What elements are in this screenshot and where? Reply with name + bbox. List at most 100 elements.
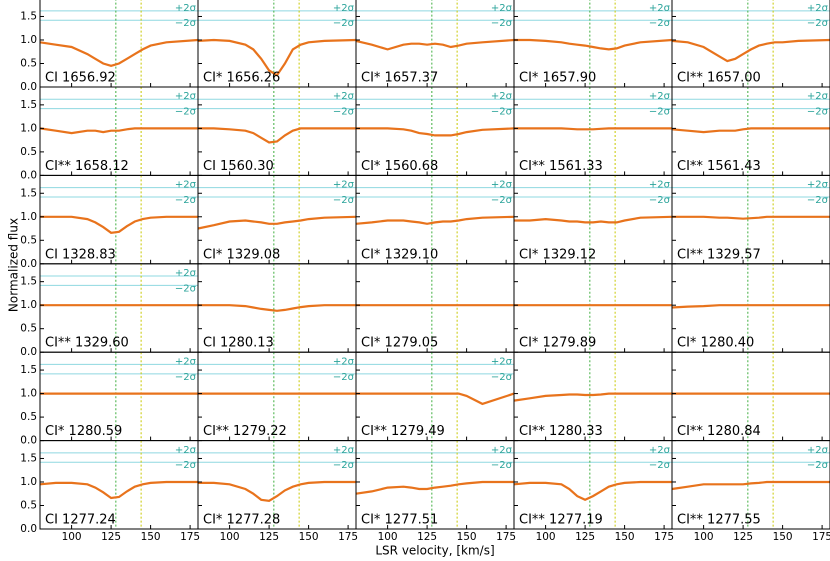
x-tick-label: 150 xyxy=(457,531,477,543)
x-tick-label: 100 xyxy=(694,531,714,543)
panel-label: CI 1656.92 xyxy=(45,71,116,86)
sigma-label: +2σ xyxy=(175,356,197,367)
model-line xyxy=(672,215,830,220)
panel: +2σ −2σ 0.0 0.5 1.0 1.5 CI 1656.92 xyxy=(20,0,199,93)
x-tick-label: 175 xyxy=(496,531,516,543)
panel-label: CI 1277.24 xyxy=(45,513,116,528)
panel: +2σ −2σ CI* 1656.26 xyxy=(197,0,357,88)
sigma-label: −2σ xyxy=(491,107,513,118)
y-tick-label: 0.5 xyxy=(20,323,37,335)
sigma-label: +2σ xyxy=(807,3,829,14)
y-tick-label: 1.0 xyxy=(20,34,37,46)
panel: +2σ −2σ 100 125 150 175 CI* 1277.51 xyxy=(355,440,516,543)
sigma-label: +2σ xyxy=(491,91,513,102)
y-tick-label: 1.0 xyxy=(20,299,37,311)
panel: +2σ −2σ 100 125 150 175 CI** 1277.19 xyxy=(513,440,674,543)
y-tick-label: 1.5 xyxy=(20,187,37,199)
y-tick-label: 1.0 xyxy=(20,476,37,488)
sigma-label: −2σ xyxy=(649,107,671,118)
panel: +2σ −2σ CI** 1657.00 xyxy=(671,0,830,88)
sigma-label: +2σ xyxy=(807,445,829,456)
sigma-label: −2σ xyxy=(175,18,197,29)
panel: +2σ −2σ CI* 1560.68 xyxy=(355,86,515,176)
panel-label: CI* 1277.51 xyxy=(361,513,438,528)
model-line xyxy=(39,480,198,500)
model-line xyxy=(39,38,199,67)
sigma-label: −2σ xyxy=(175,372,197,383)
panel-label: CI* 1280.59 xyxy=(45,424,122,439)
sigma-label: −2σ xyxy=(175,195,197,206)
sigma-label: +2σ xyxy=(649,445,671,456)
sigma-label: +2σ xyxy=(175,3,197,14)
sigma-label: −2σ xyxy=(807,195,829,206)
sigma-label: −2σ xyxy=(175,460,197,471)
panel-label: CI* 1279.89 xyxy=(519,336,596,351)
model-line xyxy=(39,127,198,135)
y-tick-label: 1.5 xyxy=(20,10,37,22)
panel-label: CI* 1560.68 xyxy=(361,159,438,174)
sigma-label: −2σ xyxy=(649,460,671,471)
panel: +2σ −2σ CI* 1329.08 xyxy=(197,174,357,265)
y-tick-label: 0.0 xyxy=(20,258,37,270)
panel-label: CI* 1329.10 xyxy=(361,247,438,262)
model-line xyxy=(198,304,356,312)
panel-label: CI* 1280.40 xyxy=(677,336,754,351)
panel: +2σ −2σ CI** 1279.22 xyxy=(197,351,357,442)
sigma-label: +2σ xyxy=(491,180,513,191)
sigma-label: −2σ xyxy=(491,460,513,471)
sigma-label: −2σ xyxy=(175,283,197,294)
x-tick-label: 100 xyxy=(378,531,398,543)
model-line xyxy=(514,38,673,51)
model-line xyxy=(355,480,514,495)
x-tick-label: 100 xyxy=(62,531,82,543)
sigma-label: +2σ xyxy=(333,445,355,456)
y-tick-label: 1.0 xyxy=(20,122,37,134)
panel: CI* 1280.40 xyxy=(671,263,830,353)
y-tick-label: 1.0 xyxy=(20,211,37,223)
y-tick-label: 0.5 xyxy=(20,57,37,69)
panel: +2σ −2σ CI* 1329.12 xyxy=(513,174,673,265)
sigma-label: +2σ xyxy=(333,3,355,14)
y-tick-label: 1.5 xyxy=(20,276,37,288)
y-tick-label: 0.5 xyxy=(20,234,37,246)
model-line xyxy=(513,392,672,402)
panel-label: CI** 1277.55 xyxy=(677,513,761,528)
y-tick-label: 0.5 xyxy=(20,411,37,423)
sigma-label: −2σ xyxy=(807,107,829,118)
panel: +2σ −2σ CI** 1329.57 xyxy=(671,174,830,265)
panel-label: CI** 1279.22 xyxy=(203,424,287,439)
panel-label: CI 1328.83 xyxy=(45,247,116,262)
panel: +2σ −2σ 0.0 0.5 1.0 1.5 100 125 150 175 CI 1277.24 xyxy=(20,440,200,543)
x-tick-label: 175 xyxy=(654,531,674,543)
y-axis-label: Normalized flux xyxy=(7,218,21,312)
x-tick-label: 150 xyxy=(773,531,793,543)
panel: CI* 1279.05 xyxy=(355,263,515,353)
sigma-label: −2σ xyxy=(333,460,355,471)
panel-label: CI* 1656.26 xyxy=(203,71,280,86)
x-axis-label: LSR velocity, [km/s] xyxy=(375,544,494,558)
model-line xyxy=(198,480,356,502)
panel-label: CI** 1277.19 xyxy=(519,513,603,528)
x-tick-label: 150 xyxy=(615,531,635,543)
sigma-label: −2σ xyxy=(491,372,513,383)
sigma-label: −2σ xyxy=(807,460,829,471)
x-tick-label: 125 xyxy=(417,531,437,543)
panel-label: CI** 1658.12 xyxy=(45,159,129,174)
y-tick-label: 1.5 xyxy=(20,99,37,111)
model-line xyxy=(198,127,356,144)
y-tick-label: 0.0 xyxy=(20,435,37,447)
panel: +2σ −2σ CI* 1657.90 xyxy=(513,0,673,88)
panel-label: CI** 1561.33 xyxy=(519,159,603,174)
panel-label: CI** 1280.33 xyxy=(519,424,603,439)
x-tick-label: 150 xyxy=(141,531,161,543)
sigma-label: −2σ xyxy=(333,195,355,206)
panel-label: CI** 1561.43 xyxy=(677,159,761,174)
panel-label: CI** 1329.60 xyxy=(45,336,129,351)
sigma-label: +2σ xyxy=(649,3,671,14)
sigma-label: +2σ xyxy=(491,356,513,367)
sigma-label: −2σ xyxy=(491,195,513,206)
panel-label: CI* 1279.05 xyxy=(361,336,438,351)
model-line xyxy=(513,480,672,502)
sigma-label: +2σ xyxy=(175,180,197,191)
